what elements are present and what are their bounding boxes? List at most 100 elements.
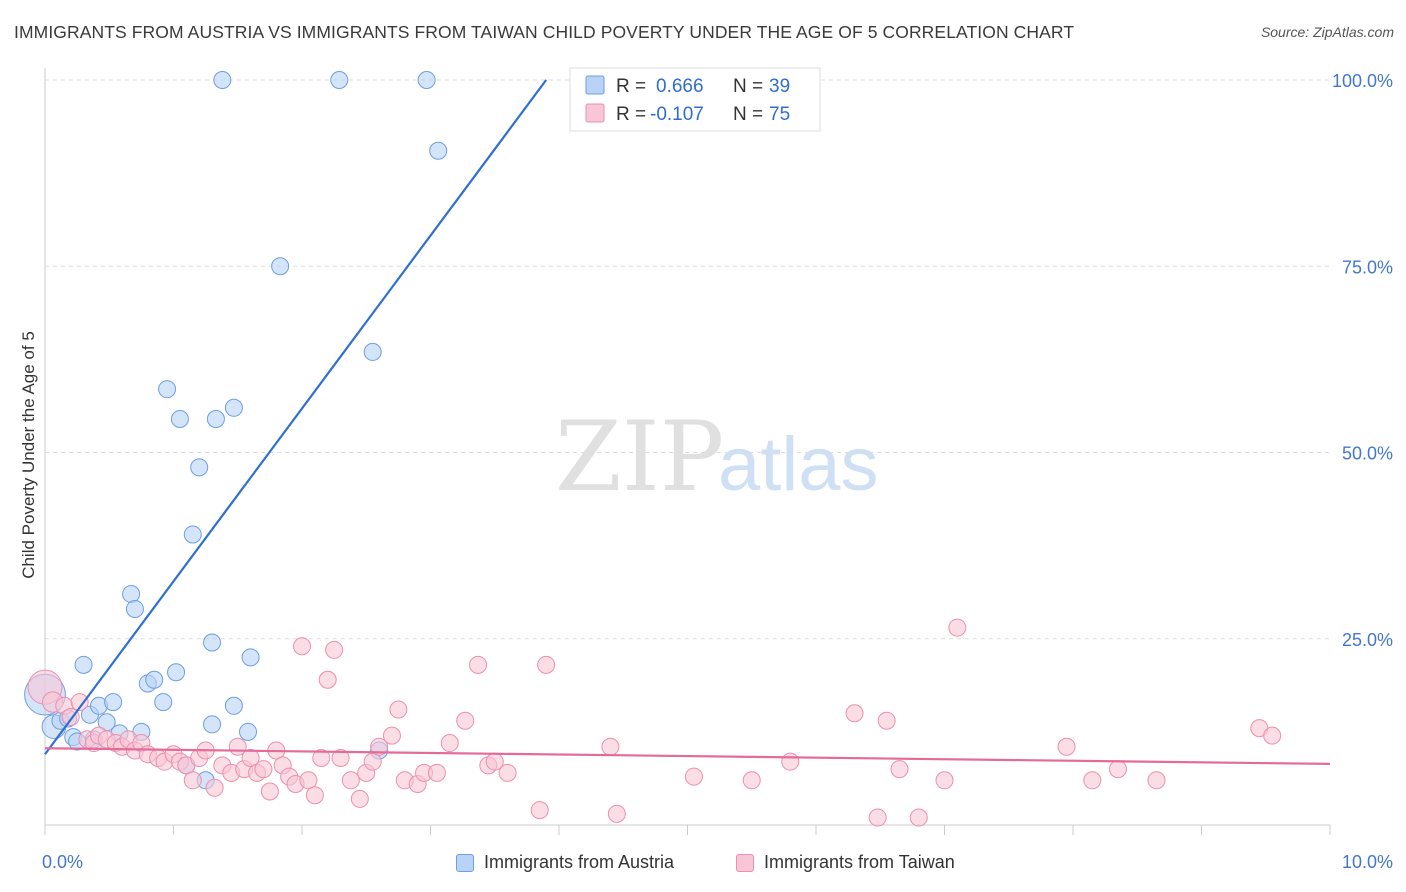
y-axis-label: Child Poverty Under the Age of 5 (19, 331, 38, 579)
taiwan-point-62 (601, 737, 620, 756)
taiwan-point-23 (205, 778, 224, 797)
taiwan-point-72 (935, 771, 954, 790)
austria-point-23 (183, 525, 202, 544)
x-tick-label-1: 10.0% (1342, 852, 1393, 872)
taiwan-points (27, 618, 1282, 827)
legend-austria-label: Immigrants from Austria (484, 852, 675, 872)
taiwan-point-40 (318, 670, 337, 689)
legend-taiwan[interactable]: Immigrants from Taiwan (736, 852, 955, 873)
taiwan-point-56 (469, 655, 488, 674)
chart-title: IMMIGRANTS FROM AUSTRIA VS IMMIGRANTS FR… (14, 22, 1075, 42)
austria-r-label: R = (616, 76, 646, 97)
taiwan-point-79 (1263, 726, 1282, 745)
austria-point-33 (241, 648, 260, 667)
taiwan-point-28 (241, 748, 260, 767)
y-tick-label-2: 75.0% (1342, 257, 1393, 277)
taiwan-point-53 (427, 763, 446, 782)
trend-lines (44, 79, 1331, 766)
taiwan-r-value: -0.107 (650, 104, 704, 125)
taiwan-point-77 (1147, 771, 1166, 790)
taiwan-point-55 (456, 711, 475, 730)
taiwan-point-61 (537, 655, 556, 674)
austria-points (24, 71, 448, 790)
austria-trend-line (44, 79, 548, 755)
taiwan-point-43 (341, 771, 360, 790)
austria-point-18 (154, 693, 173, 712)
taiwan-point-60 (530, 801, 549, 820)
watermark-zip: ZIP (555, 401, 724, 513)
austria-point-20 (167, 663, 186, 682)
taiwan-point-41 (325, 640, 344, 659)
austria-n-value: 39 (769, 76, 790, 97)
tick-labels: 25.0% 50.0% 75.0% 100.0% 0.0% 10.0% (42, 71, 1393, 872)
austria-point-34 (271, 257, 290, 276)
y-tick-label-1: 50.0% (1342, 444, 1393, 464)
taiwan-point-76 (1108, 760, 1127, 779)
taiwan-point-68 (868, 808, 887, 827)
taiwan-point-59 (498, 763, 517, 782)
legend-taiwan-swatch (736, 853, 754, 872)
watermark: ZIP atlas (555, 401, 879, 513)
austria-point-29 (213, 71, 232, 89)
taiwan-point-38 (305, 786, 324, 805)
taiwan-n-label: N = (733, 104, 763, 125)
austria-n-label: N = (733, 76, 763, 97)
source-credit: Source: ZipAtlas.com (1260, 24, 1394, 40)
taiwan-point-44 (350, 789, 369, 808)
y-tick-label-3: 100.0% (1332, 71, 1393, 91)
taiwan-point-37 (299, 771, 318, 790)
legend-austria-swatch (456, 853, 474, 872)
austria-point-38 (417, 71, 436, 89)
taiwan-point-70 (890, 760, 909, 779)
taiwan-point-30 (254, 760, 273, 779)
austria-point-17 (145, 670, 164, 689)
austria-r-value: 0.666 (656, 76, 704, 97)
austria-point-6 (74, 655, 93, 674)
taiwan-point-69 (877, 711, 896, 730)
legend-taiwan-label: Immigrants from Taiwan (764, 852, 955, 872)
legend-austria[interactable]: Immigrants from Austria (456, 852, 674, 873)
taiwan-point-47 (370, 737, 389, 756)
grid-lines (45, 79, 1330, 640)
taiwan-point-42 (331, 748, 350, 767)
taiwan-swatch (585, 103, 605, 123)
taiwan-point-49 (389, 700, 408, 719)
austria-point-28 (206, 409, 225, 428)
taiwan-point-67 (845, 704, 864, 723)
austria-point-35 (330, 71, 349, 89)
x-tick-label-0: 0.0% (42, 852, 83, 872)
taiwan-point-66 (781, 752, 800, 771)
taiwan-point-31 (260, 782, 279, 801)
taiwan-point-48 (382, 726, 401, 745)
austria-point-19 (158, 380, 177, 399)
austria-point-26 (203, 715, 222, 734)
taiwan-point-65 (742, 771, 761, 790)
taiwan-point-39 (312, 748, 331, 767)
austria-point-21 (170, 409, 189, 428)
taiwan-point-20 (183, 771, 202, 790)
taiwan-point-64 (684, 767, 703, 786)
taiwan-point-75 (1083, 771, 1102, 790)
taiwan-n-value: 75 (769, 104, 790, 125)
taiwan-point-74 (1057, 737, 1076, 756)
taiwan-point-54 (440, 734, 459, 753)
austria-point-36 (363, 342, 382, 361)
austria-point-30 (224, 398, 243, 417)
austria-swatch (585, 75, 605, 95)
austria-point-32 (239, 722, 258, 741)
watermark-atlas: atlas (718, 422, 879, 507)
taiwan-point-73 (948, 618, 967, 637)
taiwan-point-63 (607, 804, 626, 823)
austria-point-24 (190, 458, 209, 477)
austria-point-27 (203, 633, 222, 652)
correlation-legend: R = 0.666 N = 39 R = -0.107 N = 75 (569, 67, 821, 132)
taiwan-point-36 (293, 637, 311, 656)
taiwan-trend-line (44, 747, 1331, 766)
austria-point-14 (125, 599, 144, 618)
taiwan-point-4 (70, 693, 89, 712)
y-tick-label-0: 25.0% (1342, 630, 1393, 650)
austria-point-11 (104, 693, 123, 712)
austria-point-13 (122, 585, 141, 604)
austria-point-31 (224, 696, 243, 715)
